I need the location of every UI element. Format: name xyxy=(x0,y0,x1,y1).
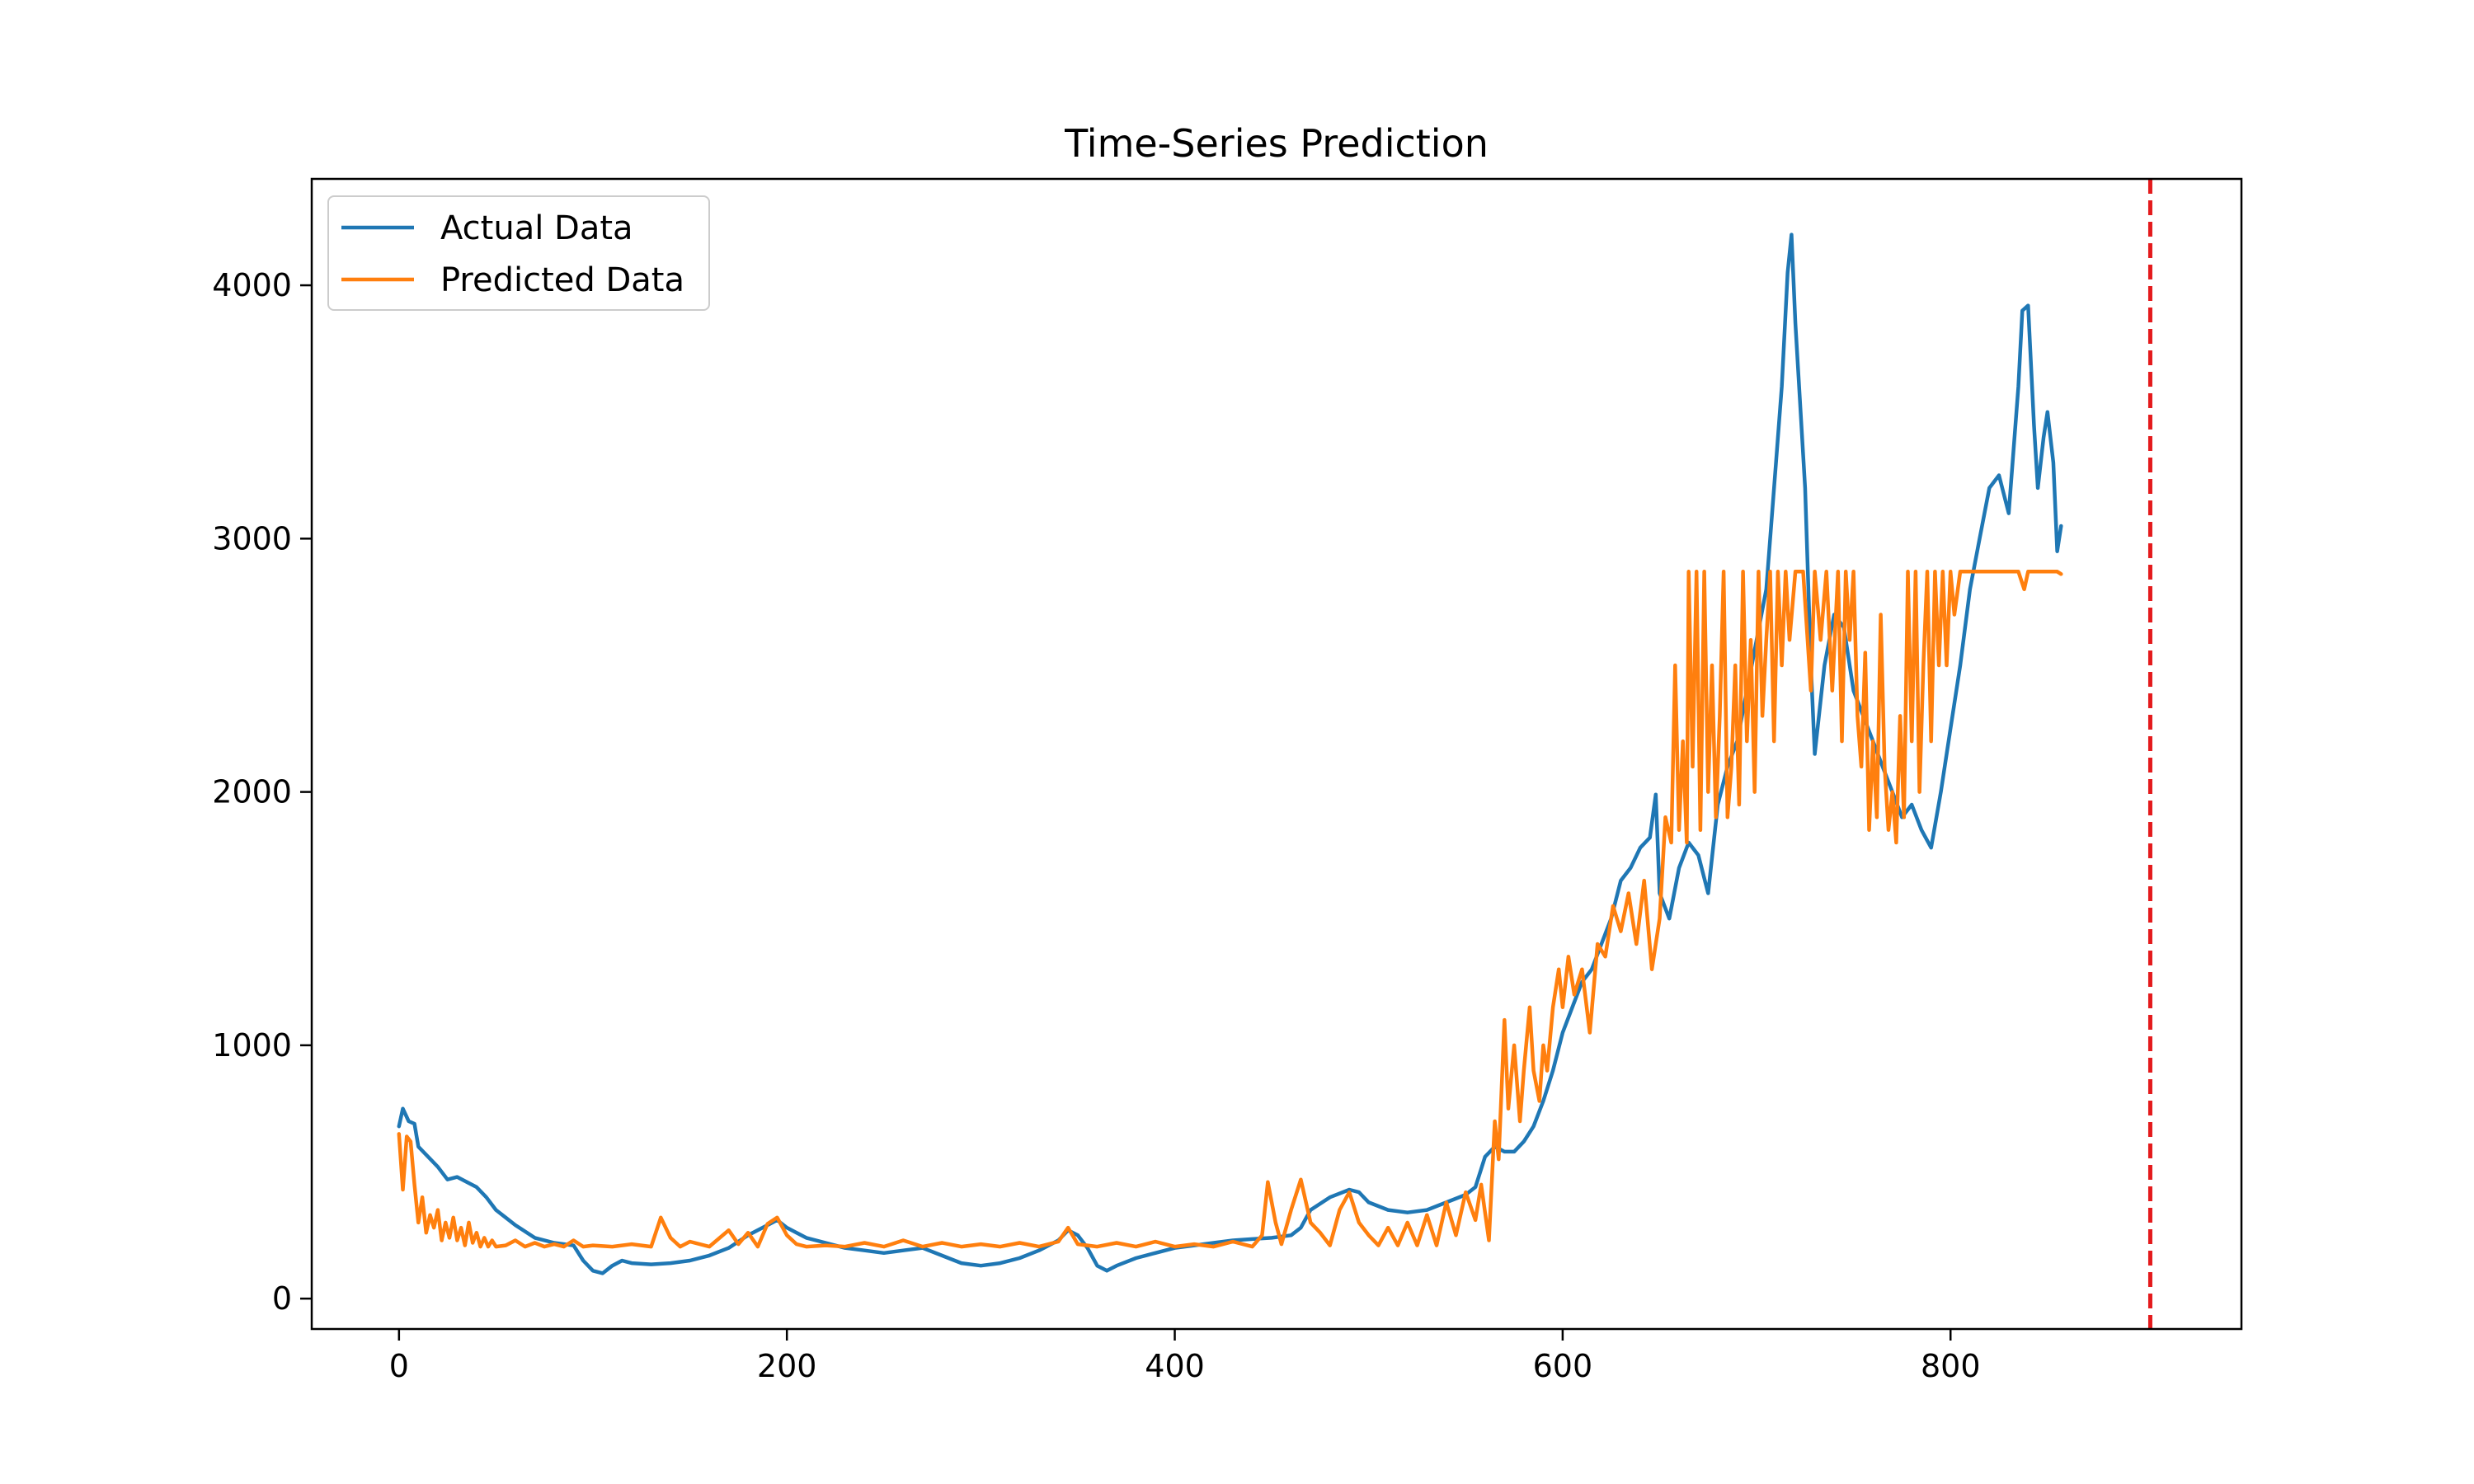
x-tick-label: 600 xyxy=(1533,1348,1593,1384)
ticks-layer: 0 200 400 600 800 0 1000 2000 3000 4000 xyxy=(212,267,1980,1384)
x-tick-label: 200 xyxy=(757,1348,817,1384)
series-line-predicted xyxy=(397,570,2063,1249)
plot-frame xyxy=(310,177,2243,1331)
y-tick-label: 4000 xyxy=(212,267,292,303)
y-tick-label: 0 xyxy=(272,1280,292,1317)
legend-label: Actual Data xyxy=(440,209,633,247)
plot-area xyxy=(312,179,2241,1329)
y-tick-label: 3000 xyxy=(212,520,292,556)
series-layer xyxy=(397,232,2063,1275)
legend-box xyxy=(327,195,710,311)
legend: Actual Data Predicted Data xyxy=(327,195,710,311)
x-tick-label: 0 xyxy=(389,1348,409,1384)
x-tick-label: 800 xyxy=(1921,1348,1981,1384)
legend-label: Predicted Data xyxy=(440,261,684,299)
x-tick-label: 400 xyxy=(1145,1348,1205,1384)
y-tick-label: 1000 xyxy=(212,1027,292,1064)
y-tick-label: 2000 xyxy=(212,774,292,810)
chart-title: Time-Series Prediction xyxy=(1064,121,1489,166)
